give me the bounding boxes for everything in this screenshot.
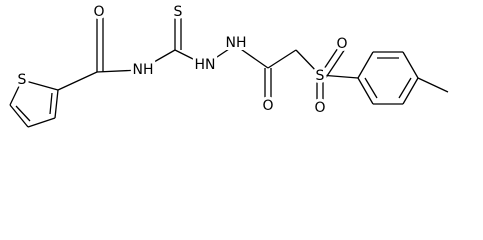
atom-label: O <box>336 36 347 52</box>
bond <box>9 79 23 106</box>
bond <box>204 44 236 66</box>
bond <box>139 49 176 71</box>
bond <box>234 44 269 69</box>
bond <box>402 77 419 105</box>
atom-label: O <box>262 98 273 114</box>
bond <box>364 77 378 99</box>
bond <box>417 77 449 93</box>
bond <box>357 77 374 105</box>
bond <box>319 74 359 79</box>
bond <box>319 44 341 76</box>
atom-label: S <box>174 4 183 20</box>
bond <box>295 49 321 76</box>
atom-label: S <box>316 68 325 84</box>
atom-label: HN <box>195 57 216 73</box>
bond <box>357 51 374 79</box>
bond <box>96 69 141 73</box>
atom-label: NH <box>226 35 247 51</box>
bond <box>267 49 297 69</box>
bond <box>15 105 31 122</box>
bond <box>57 71 98 91</box>
bond <box>402 51 419 79</box>
bond <box>27 117 56 128</box>
bond <box>49 92 53 115</box>
bond <box>324 48 346 80</box>
atom-label: NH <box>133 62 154 78</box>
atom-label: O <box>93 4 104 20</box>
bond <box>54 89 59 119</box>
bonds <box>9 14 449 128</box>
bond <box>21 79 59 91</box>
bond <box>398 77 412 99</box>
bond <box>9 104 29 128</box>
atom-label: O <box>314 100 325 116</box>
bond <box>174 49 206 66</box>
atom-label: S <box>18 72 27 88</box>
